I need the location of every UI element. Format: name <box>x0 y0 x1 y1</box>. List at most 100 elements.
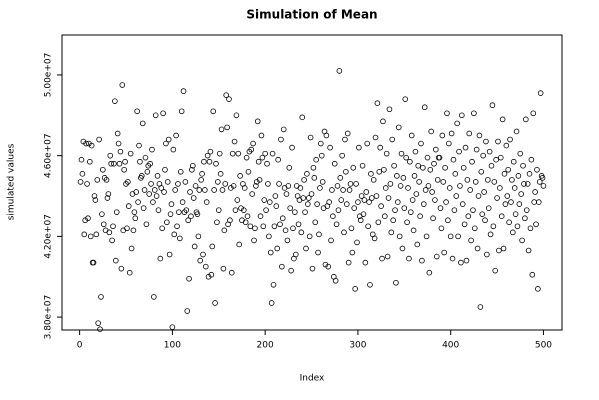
point <box>442 164 448 171</box>
point <box>219 187 226 193</box>
point <box>515 173 522 179</box>
point <box>125 203 132 209</box>
point <box>357 217 364 224</box>
point <box>404 219 410 226</box>
point <box>468 237 474 244</box>
point <box>433 253 440 260</box>
point <box>441 249 447 256</box>
point <box>285 183 292 189</box>
point <box>379 255 385 262</box>
point <box>214 219 220 226</box>
point <box>262 150 268 157</box>
point <box>215 207 222 213</box>
point <box>114 130 121 137</box>
point <box>395 199 401 205</box>
point <box>232 207 239 213</box>
point <box>397 183 404 189</box>
point <box>447 233 454 240</box>
point <box>476 132 483 139</box>
point <box>371 235 378 242</box>
point <box>100 166 106 173</box>
point <box>149 146 155 153</box>
point <box>84 181 90 187</box>
point <box>318 140 324 147</box>
point <box>494 195 500 201</box>
point <box>524 181 531 187</box>
point <box>231 138 238 145</box>
point <box>315 249 321 256</box>
point <box>403 154 409 161</box>
point <box>521 181 527 187</box>
point <box>427 166 434 173</box>
point <box>446 185 453 191</box>
point <box>362 259 369 266</box>
point <box>200 251 206 258</box>
point <box>363 189 370 195</box>
point <box>121 166 127 173</box>
point <box>323 132 330 139</box>
point <box>116 160 123 167</box>
x-tick-label: 0 <box>77 341 83 351</box>
point <box>144 169 151 175</box>
point <box>87 233 94 240</box>
point <box>393 279 399 286</box>
point <box>438 225 445 232</box>
point <box>105 191 112 197</box>
point <box>122 158 128 165</box>
point <box>463 257 470 264</box>
point <box>251 237 257 244</box>
point <box>306 233 313 240</box>
point <box>385 195 392 201</box>
point <box>343 169 349 175</box>
point <box>196 187 203 193</box>
point <box>258 132 265 139</box>
point <box>533 221 539 228</box>
point <box>496 247 502 254</box>
point <box>536 199 542 205</box>
point <box>297 185 304 191</box>
point <box>372 134 379 141</box>
point <box>325 263 332 270</box>
point <box>518 191 524 197</box>
point <box>376 169 383 175</box>
point <box>520 162 526 169</box>
point <box>369 195 375 201</box>
point <box>263 207 269 213</box>
point <box>328 237 334 244</box>
y-tick-label: 5.00e+07 <box>44 53 54 98</box>
point <box>249 191 255 197</box>
point <box>523 116 529 123</box>
point <box>510 229 516 236</box>
point <box>81 231 88 238</box>
point <box>164 179 171 185</box>
point <box>174 223 180 230</box>
point <box>508 199 514 205</box>
point <box>540 183 547 189</box>
point <box>305 201 311 207</box>
point <box>374 100 381 107</box>
point <box>190 195 197 201</box>
point <box>484 177 491 183</box>
point <box>292 251 299 258</box>
point <box>254 118 261 125</box>
point <box>352 286 358 292</box>
point <box>530 110 537 117</box>
point <box>183 207 190 213</box>
point <box>168 201 175 207</box>
point <box>478 169 485 175</box>
point <box>175 181 181 187</box>
point <box>433 146 439 153</box>
point <box>335 207 342 213</box>
point <box>265 181 271 187</box>
point <box>405 185 411 191</box>
point <box>344 130 351 137</box>
point <box>138 173 145 179</box>
point <box>126 269 133 276</box>
point <box>483 138 489 145</box>
point <box>244 213 251 219</box>
point <box>207 148 214 155</box>
plot-frame <box>61 34 563 331</box>
point <box>434 177 441 183</box>
point <box>327 144 333 151</box>
